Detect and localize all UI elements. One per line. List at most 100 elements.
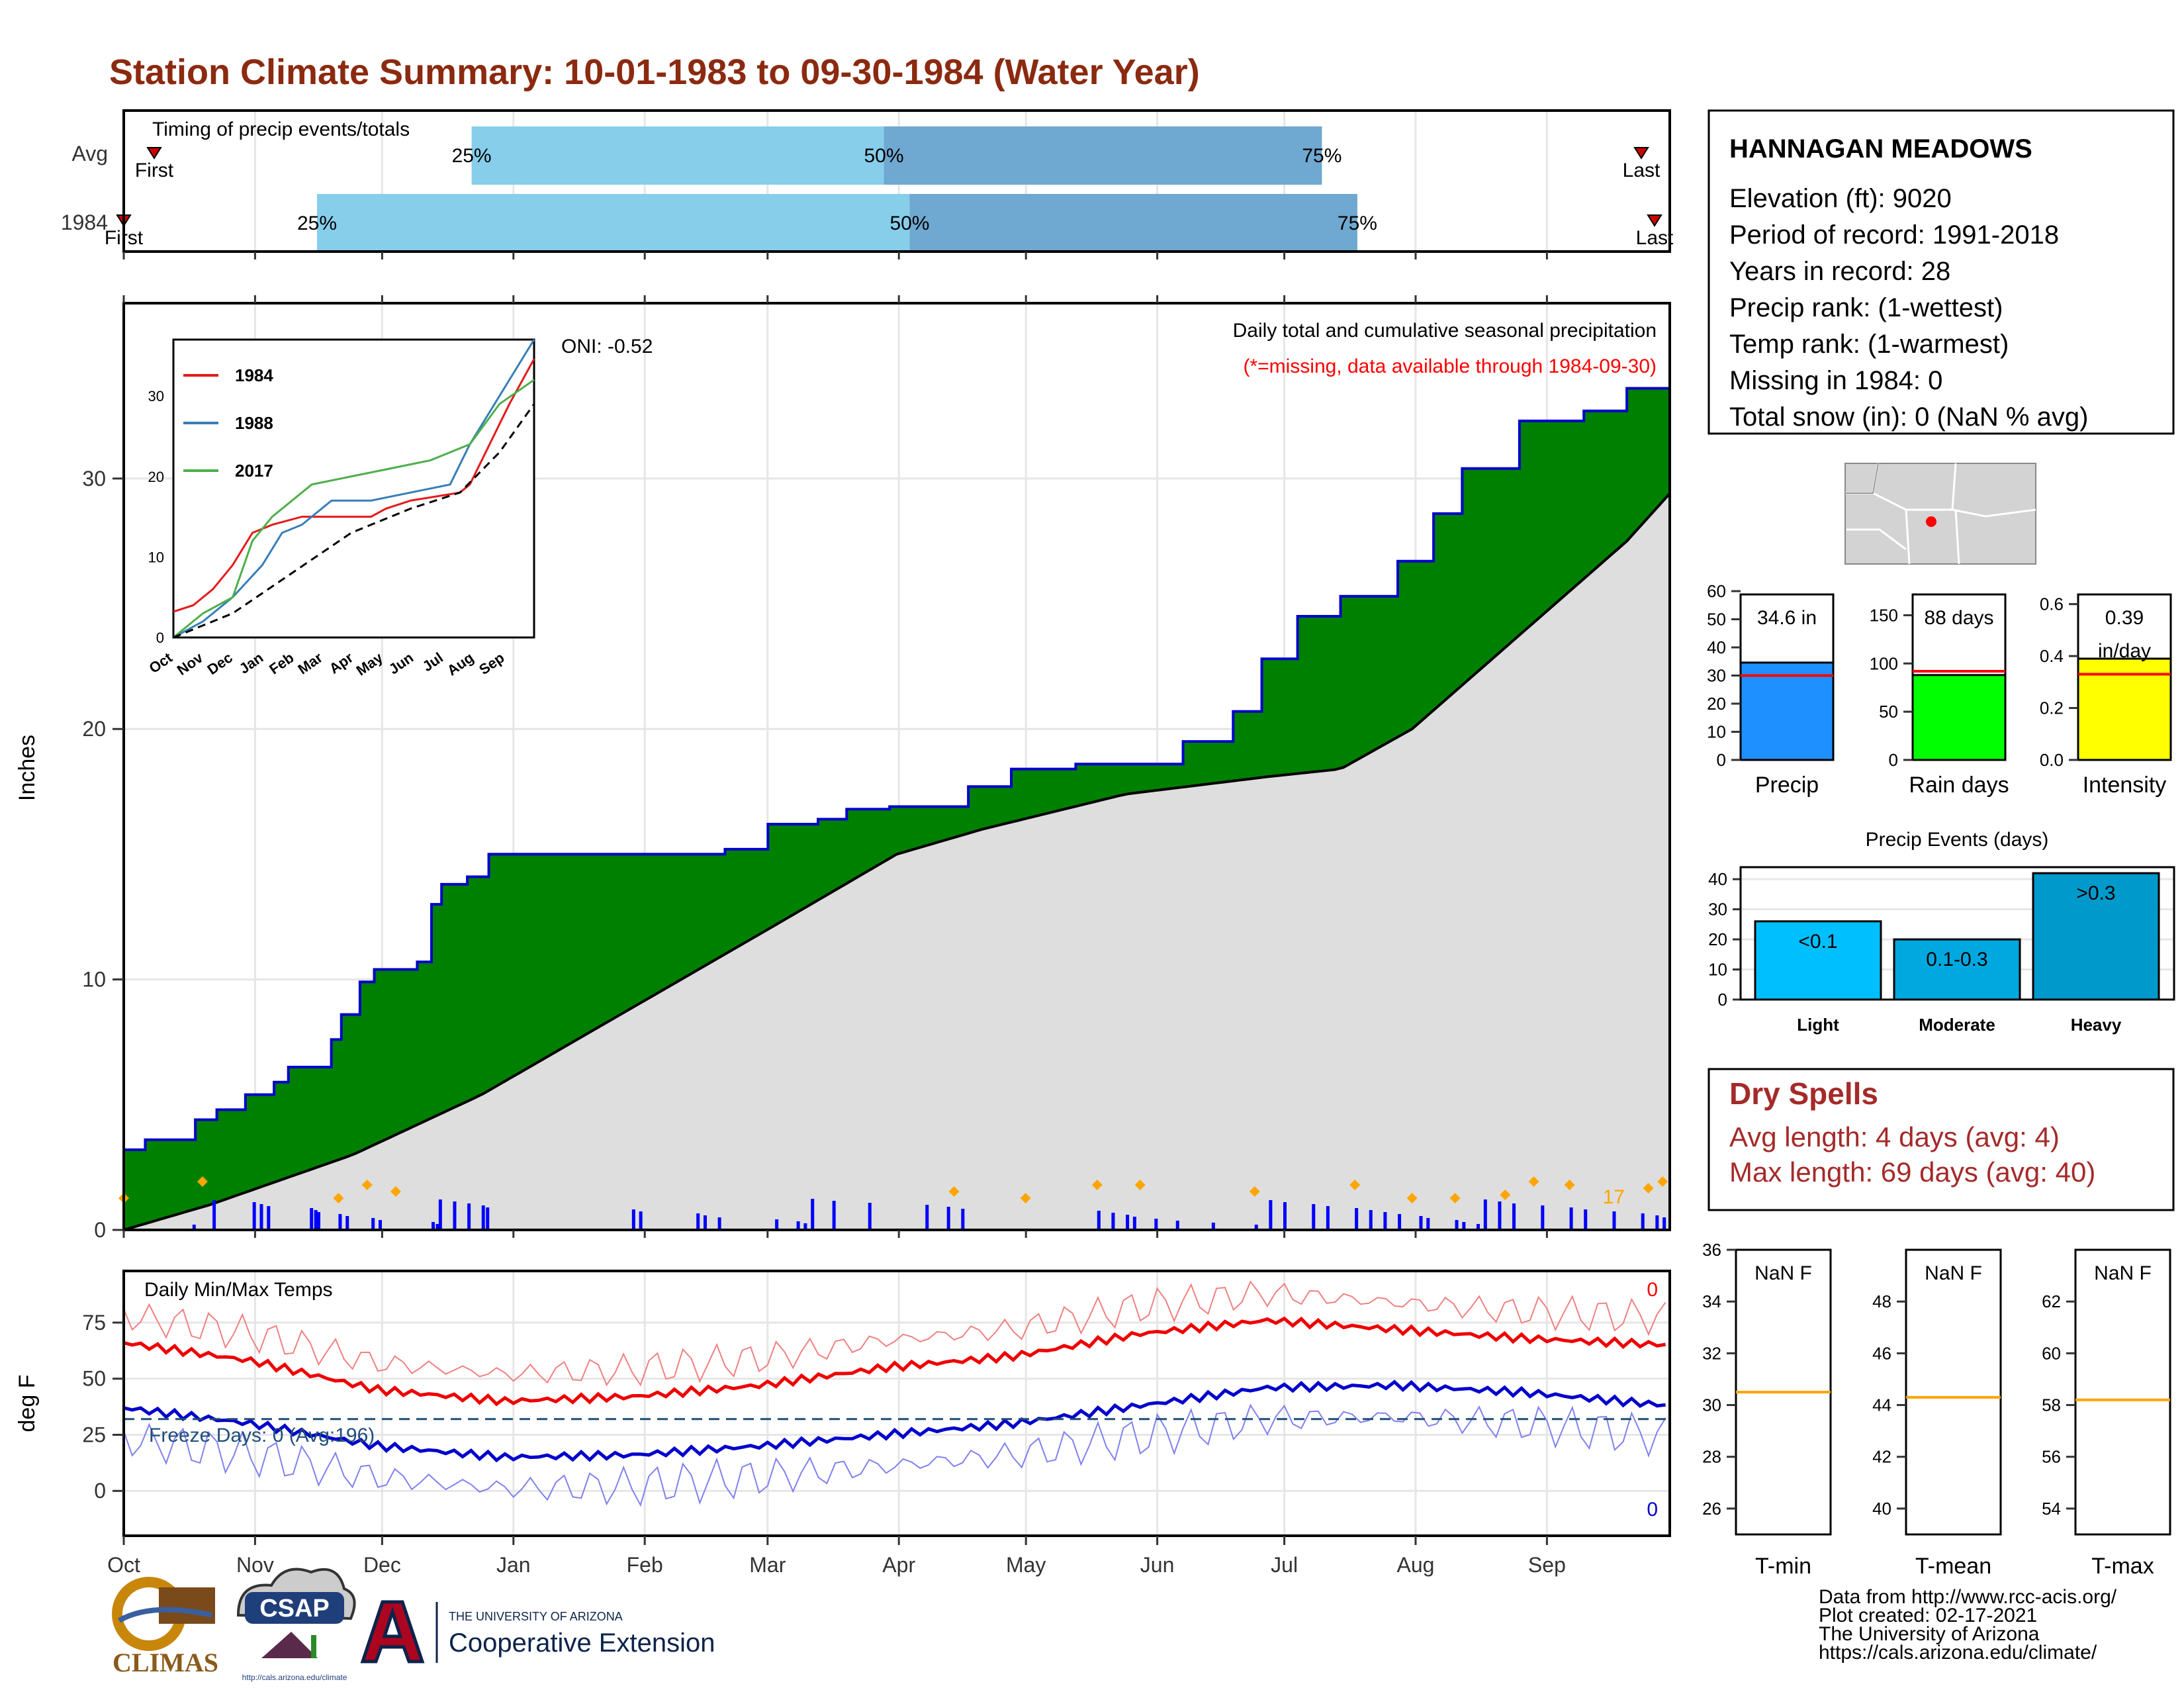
timing-bar-lower [317,194,910,252]
precip-panel: 0 10 20 30 Inches ONI: -0.52 Daily total an… [15,302,1671,1242]
summary-value-text: 34.6 in [1757,607,1817,629]
precip-ytick-label: 20 [82,717,106,741]
daily-precip-bar [1097,1211,1101,1230]
heavy-event-marker [1134,1180,1146,1190]
summary-value-unit: in/day [2098,640,2151,662]
daily-precip-bar [1254,1225,1258,1230]
inset-ytick-label: 30 [148,388,164,404]
daily-precip-bar [832,1201,836,1230]
temp-box-value: NaN F [1925,1262,1982,1284]
missing-count-label: 17 [1603,1186,1625,1208]
precip-ytick-label: 30 [82,467,106,491]
temp-box [1905,1248,2002,1536]
daily-precip-bar [631,1209,635,1230]
temp-box-tick-label: 28 [1702,1447,1721,1467]
daily-precip-bar [811,1199,815,1230]
daily-precip-bar [317,1212,320,1230]
daily-precip-bar [925,1205,929,1230]
climas-logo-text: CLIMAS [113,1648,218,1677]
daily-precip-bar [717,1217,721,1230]
daily-precip-bar [432,1222,435,1230]
inset-ytick-label: 10 [148,549,164,565]
daily-precip-bar [1269,1200,1273,1230]
events-category-label: Light [1797,1015,1839,1035]
summary-tick-label: 150 [1870,605,1898,625]
temp-box-label: T-max [2091,1554,2154,1579]
month-tick-label: Feb [627,1553,663,1577]
daily-precip-bar [1419,1216,1423,1230]
daily-precip-bar [1541,1205,1545,1230]
daily-precip-bar [1426,1218,1430,1230]
precip-ytick-label: 10 [82,968,106,992]
credit-data-source: Data from http://www.rcc-acis.org/ [1819,1586,2117,1608]
temp-box-tick-label: 40 [1872,1499,1891,1519]
daily-precip-bar [481,1205,485,1230]
timing-pct-75: 75% [1338,212,1377,234]
temp-box-tick-label: 60 [2042,1343,2061,1363]
precip-cumulative-1984-line [122,363,1671,1230]
month-tick-label: Nov [236,1553,274,1577]
timing-row-avg-label: Avg [71,142,108,165]
temp-box-label: T-mean [1915,1554,1991,1579]
credit-url: https://cals.arizona.edu/climate/ [1819,1642,2097,1664]
temp-box-tick-label: 62 [2042,1291,2061,1311]
events-tick-label: 0 [1718,990,1727,1009]
daily-precip-bar [1283,1202,1287,1230]
csap-logo-text: CSAP [259,1595,330,1622]
daily-precip-bar [438,1199,442,1230]
daily-precip-bar [1126,1215,1130,1230]
temp-box-tick-label: 34 [1702,1291,1721,1311]
max-temp-count: 0 [1647,1279,1658,1301]
timing-pct-25: 25% [297,212,337,234]
temp-box-label: T-min [1755,1554,1811,1579]
csap-logo: CSAP http://cals.arizona.edu/climate [236,1568,356,1682]
temp-panel-title: Daily Min/Max Temps [144,1279,333,1301]
station-period: Period of record: 1991-2018 [1729,220,2059,250]
temp-box-tick-label: 48 [1872,1291,1891,1311]
events-category-label: Heavy [2071,1015,2122,1035]
heavy-event-marker [1643,1183,1654,1194]
temp-box-tick-label: 44 [1872,1395,1891,1415]
summary-value-text: 0.39 [2105,607,2144,629]
daily-precip-bar [1326,1206,1330,1230]
temp-box-tick-label: 32 [1702,1343,1721,1363]
avg-min-temp-line [123,1380,1666,1463]
daily-precip-bar [252,1202,256,1230]
daily-precip-bar [1398,1214,1402,1230]
daily-precip-bar [267,1206,271,1230]
daily-precip-bar [1612,1211,1616,1230]
heavy-event-marker [1528,1176,1539,1187]
dry-spells-max: Max length: 69 days (avg: 40) [1729,1156,2095,1188]
daily-precip-bar [1175,1221,1179,1230]
ua-logo-small-text: THE UNIVERSITY OF ARIZONA [449,1610,623,1623]
heavy-event-marker [1657,1176,1668,1187]
daily-precip-bar [1132,1217,1136,1230]
temp-box-value: NaN F [2094,1262,2152,1284]
timing-last-marker [1647,214,1662,227]
summary-tick-label: 60 [1707,581,1726,601]
credits: Data from http://www.rcc-acis.org/ Plot … [1819,1586,2117,1664]
heavy-event-marker [1500,1190,1511,1200]
daily-precip-bar [1455,1220,1459,1230]
ua-logo-big-text: Cooperative Extension [449,1628,715,1658]
events-tick-label: 10 [1708,960,1727,980]
daily-precip-bar [345,1216,349,1230]
heavy-event-marker [1564,1180,1575,1190]
events-bar-label: 0.1-0.3 [1926,949,1987,970]
temp-box-value: NaN F [1754,1262,1812,1284]
daily-precip-bar [946,1207,950,1230]
daily-precip-bar [961,1209,965,1230]
daily-precip-bar [639,1211,643,1230]
month-tick-label: May [1006,1553,1046,1577]
dry-spells-title: Dry Spells [1729,1076,1878,1111]
month-tick-label: Jan [496,1553,531,1577]
temp-box [2074,1248,2171,1536]
daily-precip-bar [1498,1201,1502,1230]
timing-first-marker [146,147,162,160]
month-tick-label: Aug [1397,1553,1435,1577]
heavy-event-marker [197,1176,208,1187]
summary-tick-label: 100 [1870,653,1898,673]
daily-precip-bar [310,1208,314,1230]
timing-first-label: First [135,160,174,181]
inset-series-line [173,358,535,613]
